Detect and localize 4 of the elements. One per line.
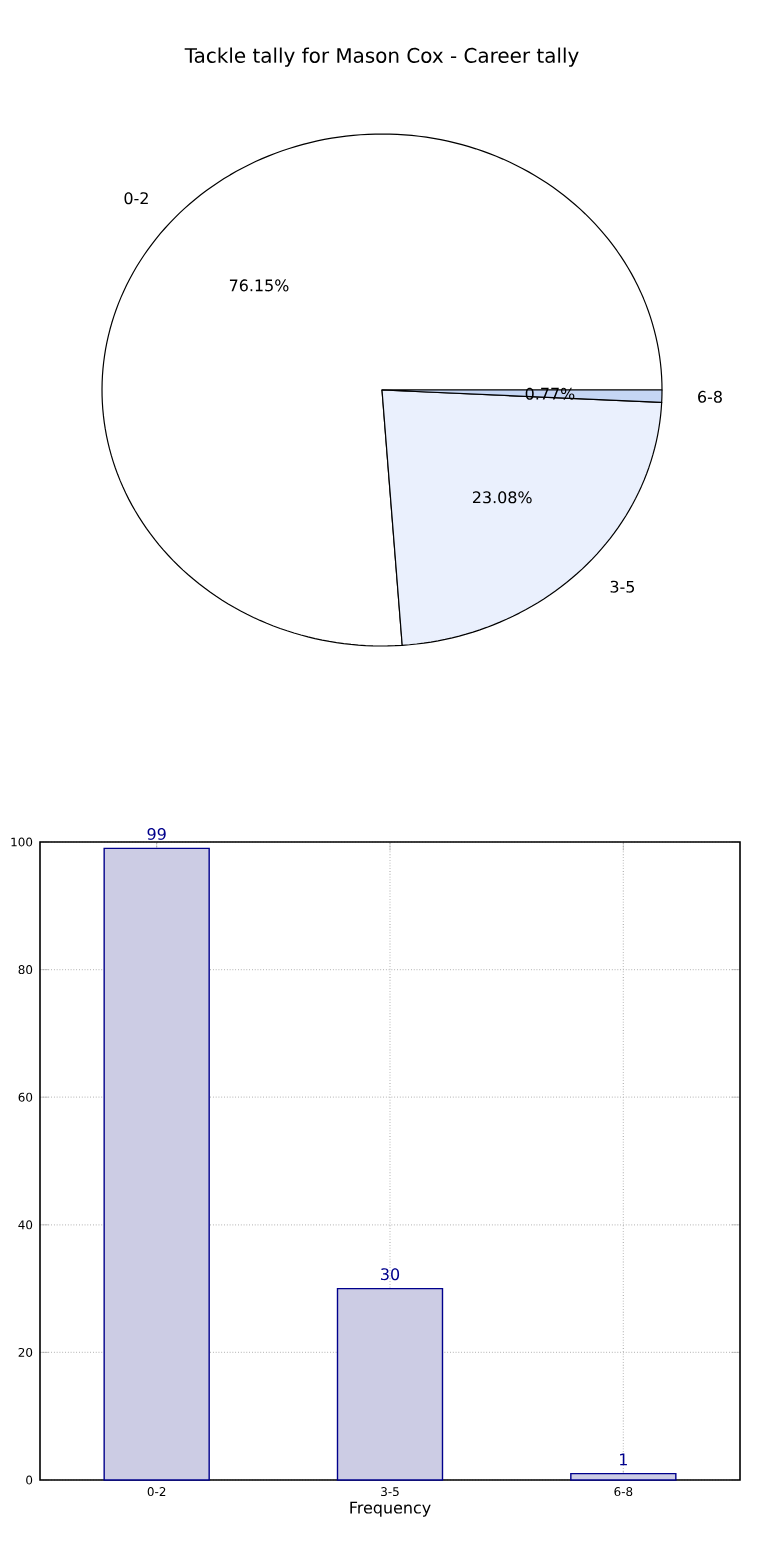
bar <box>103 847 210 1481</box>
bar <box>336 1287 444 1481</box>
bar <box>570 1472 677 1481</box>
chart-title: Tackle tally for Mason Cox - Career tally <box>184 47 579 67</box>
